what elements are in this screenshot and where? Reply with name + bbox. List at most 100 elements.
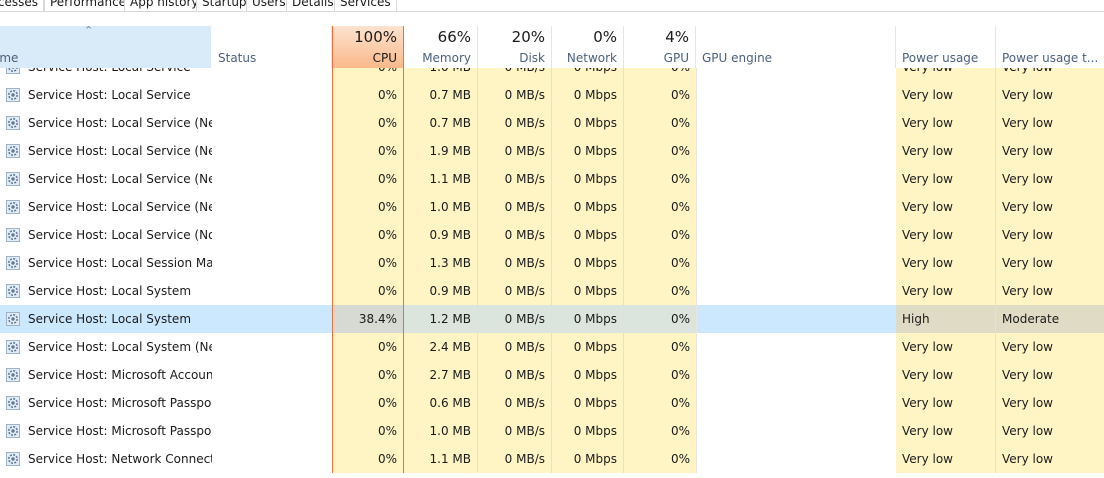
gpu-cell: 0%	[624, 417, 696, 445]
table-row[interactable]: Service Host: Local System (Net... 0% 2.…	[0, 333, 1104, 361]
cpu-cell: 0%	[332, 361, 404, 389]
disk-cell: 0 MB/s	[478, 417, 552, 445]
table-row[interactable]: Service Host: Local Service 0% 1.0 MB 0 …	[0, 68, 1104, 81]
process-name: Service Host: Local System	[28, 312, 192, 326]
memory-cell: 0.9 MB	[404, 221, 478, 249]
disk-column-header[interactable]: 20% Disk	[478, 26, 552, 68]
name-column-label: Name	[0, 51, 19, 65]
power-usage-trend-cell: Very low	[996, 389, 1104, 417]
disk-cell: 0 MB/s	[478, 109, 552, 137]
table-row[interactable]: Service Host: Local Session Man... 0% 1.…	[0, 249, 1104, 277]
tab-startup[interactable]: Startup	[196, 0, 253, 11]
gear-icon	[6, 368, 20, 382]
name-column-header[interactable]: ⌃ Name	[0, 26, 212, 68]
table-row[interactable]: Service Host: Local Service (Net... 0% 1…	[0, 137, 1104, 165]
process-name: Service Host: Microsoft Passport	[28, 396, 212, 410]
network-cell: 0 Mbps	[552, 361, 624, 389]
status-cell	[212, 277, 332, 305]
table-row[interactable]: Service Host: Local Service (Net... 0% 1…	[0, 165, 1104, 193]
power-usage-trend-cell: Very low	[996, 361, 1104, 389]
gpu-engine-cell	[696, 68, 896, 81]
table-row[interactable]: Service Host: Local Service (Net... 0% 0…	[0, 109, 1104, 137]
cpu-cell: 0%	[332, 193, 404, 221]
network-cell: 0 Mbps	[552, 137, 624, 165]
power-usage-cell: Very low	[896, 109, 996, 137]
power-usage-trend-cell: Moderate	[996, 305, 1104, 333]
gear-icon	[6, 312, 20, 326]
table-row[interactable]: Service Host: Microsoft Passport 0% 0.6 …	[0, 389, 1104, 417]
status-column-header[interactable]: Status	[212, 26, 332, 68]
memory-column-label: Memory	[422, 51, 471, 65]
tab-details[interactable]: Details	[286, 0, 340, 11]
gpu-engine-column-label: GPU engine	[702, 51, 773, 65]
memory-cell: 1.1 MB	[404, 165, 478, 193]
network-cell: 0 Mbps	[552, 277, 624, 305]
gpu-engine-cell	[696, 277, 896, 305]
power-usage-trend-column-header[interactable]: Power usage t...	[996, 26, 1104, 68]
process-name-cell: Service Host: Microsoft Passpor...	[0, 417, 212, 445]
power-usage-trend-cell: Very low	[996, 277, 1104, 305]
power-usage-trend-cell: Very low	[996, 417, 1104, 445]
memory-cell: 1.2 MB	[404, 305, 478, 333]
disk-cell: 0 MB/s	[478, 277, 552, 305]
cpu-total-percent: 100%	[354, 28, 397, 46]
gpu-engine-column-header[interactable]: GPU engine	[696, 26, 896, 68]
process-list[interactable]: Service Host: Local Service 0% 1.0 MB 0 …	[0, 68, 1104, 478]
process-name-cell: Service Host: Microsoft Passport	[0, 389, 212, 417]
process-name: Service Host: Local Service	[28, 88, 191, 102]
table-row[interactable]: Service Host: Microsoft Passpor... 0% 1.…	[0, 417, 1104, 445]
gpu-engine-cell	[696, 445, 896, 473]
tab-performance[interactable]: Performance	[44, 0, 133, 11]
tab-processes[interactable]: Processes	[0, 0, 44, 11]
gear-icon	[6, 68, 20, 74]
memory-cell: 1.3 MB	[404, 249, 478, 277]
power-usage-cell: Very low	[896, 165, 996, 193]
process-name: Service Host: Local Service (Net...	[28, 172, 212, 186]
power-usage-column-header[interactable]: Power usage	[896, 26, 996, 68]
gpu-engine-cell	[696, 417, 896, 445]
gear-icon	[6, 424, 20, 438]
status-cell	[212, 68, 332, 81]
gear-icon	[6, 396, 20, 410]
table-row[interactable]: Service Host: Local Service (Net... 0% 1…	[0, 193, 1104, 221]
status-cell	[212, 221, 332, 249]
power-usage-trend-column-label: Power usage t...	[1002, 51, 1099, 65]
process-name-cell: Service Host: Local Service (Net...	[0, 165, 212, 193]
tab-app-history[interactable]: App history	[124, 0, 205, 11]
power-usage-column-label: Power usage	[902, 51, 979, 65]
tab-users[interactable]: Users	[246, 0, 292, 11]
table-row[interactable]: Service Host: Local System 0% 0.9 MB 0 M…	[0, 277, 1104, 305]
power-usage-cell: Very low	[896, 361, 996, 389]
cpu-column-header[interactable]: 100% CPU	[332, 26, 404, 68]
power-usage-cell: High	[896, 305, 996, 333]
power-usage-trend-cell: Very low	[996, 137, 1104, 165]
disk-cell: 0 MB/s	[478, 445, 552, 473]
status-cell	[212, 361, 332, 389]
process-name-cell: Service Host: Local Service	[0, 81, 212, 109]
process-name: Service Host: Local Service (Net...	[28, 200, 212, 214]
table-row[interactable]: Service Host: Network Connecti... 0% 1.1…	[0, 445, 1104, 473]
process-name-cell: Service Host: Local Service (No ...	[0, 221, 212, 249]
status-cell	[212, 305, 332, 333]
status-cell	[212, 333, 332, 361]
gpu-engine-cell	[696, 221, 896, 249]
power-usage-cell: Very low	[896, 193, 996, 221]
memory-column-header[interactable]: 66% Memory	[404, 26, 478, 68]
status-cell	[212, 445, 332, 473]
status-cell	[212, 193, 332, 221]
tab-services[interactable]: Services	[334, 0, 397, 11]
gpu-cell: 0%	[624, 445, 696, 473]
network-total-percent: 0%	[593, 28, 617, 46]
table-row[interactable]: Service Host: Local System 38.4% 1.2 MB …	[0, 305, 1104, 333]
table-row[interactable]: Service Host: Local Service (No ... 0% 0…	[0, 221, 1104, 249]
process-name: Service Host: Local Service (Net...	[28, 116, 212, 130]
gpu-column-header[interactable]: 4% GPU	[624, 26, 696, 68]
gear-icon	[6, 452, 20, 466]
process-name: Service Host: Network Connecti...	[28, 452, 212, 466]
gpu-engine-cell	[696, 193, 896, 221]
table-row[interactable]: Service Host: Microsoft Accoun... 0% 2.7…	[0, 361, 1104, 389]
table-row[interactable]: Service Host: Local Service 0% 0.7 MB 0 …	[0, 81, 1104, 109]
network-column-label: Network	[566, 51, 617, 65]
network-column-header[interactable]: 0% Network	[552, 26, 624, 68]
network-cell: 0 Mbps	[552, 193, 624, 221]
